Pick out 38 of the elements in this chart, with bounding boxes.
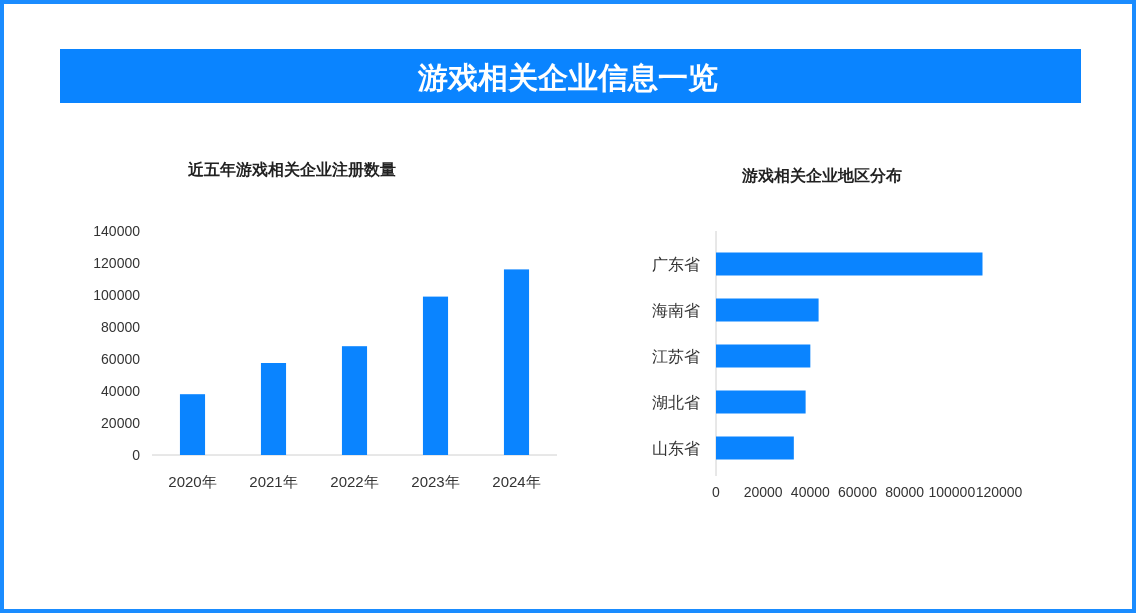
x-tick-label: 40000 — [790, 484, 831, 500]
x-tick-label: 2022年 — [330, 473, 379, 490]
bar — [341, 346, 368, 455]
y-tick-label: 山东省 — [652, 440, 700, 457]
x-tick-label: 60000 — [838, 484, 878, 500]
y-tick-label: 江苏省 — [652, 348, 700, 365]
y-tick-label: 140000 — [93, 223, 141, 239]
y-tick-label: 海南省 — [652, 302, 700, 319]
bar — [716, 298, 819, 322]
bar — [716, 390, 806, 414]
y-tick-label: 湖北省 — [652, 394, 700, 411]
bar — [422, 296, 449, 455]
x-tick-label: 100000 — [928, 484, 976, 500]
bar — [716, 436, 794, 460]
bar — [260, 363, 287, 455]
y-tick-label: 广东省 — [652, 256, 700, 273]
y-tick-label: 60000 — [101, 351, 141, 367]
bar — [503, 269, 530, 455]
x-tick-label: 0 — [712, 484, 721, 500]
y-tick-label: 0 — [132, 447, 141, 463]
x-tick-label: 120000 — [975, 484, 1023, 500]
y-tick-label: 20000 — [101, 415, 141, 431]
bar — [179, 394, 206, 455]
bar — [716, 252, 983, 276]
x-tick-label: 80000 — [885, 484, 925, 500]
y-tick-label: 100000 — [93, 287, 141, 303]
bar — [716, 344, 811, 368]
y-tick-label: 80000 — [101, 319, 141, 335]
chart-title: 游戏相关企业信息一览 — [417, 61, 718, 94]
y-tick-label: 40000 — [101, 383, 141, 399]
chart-subtitle: 近五年游戏相关企业注册数量 — [187, 161, 396, 178]
y-tick-label: 120000 — [93, 255, 141, 271]
chart-title: 游戏相关企业地区分布 — [741, 167, 902, 184]
x-tick-label: 20000 — [743, 484, 783, 500]
x-tick-label: 2021年 — [249, 473, 298, 490]
x-tick-label: 2023年 — [411, 473, 460, 490]
x-tick-label: 2020年 — [168, 473, 217, 490]
x-tick-label: 2024年 — [492, 473, 541, 490]
